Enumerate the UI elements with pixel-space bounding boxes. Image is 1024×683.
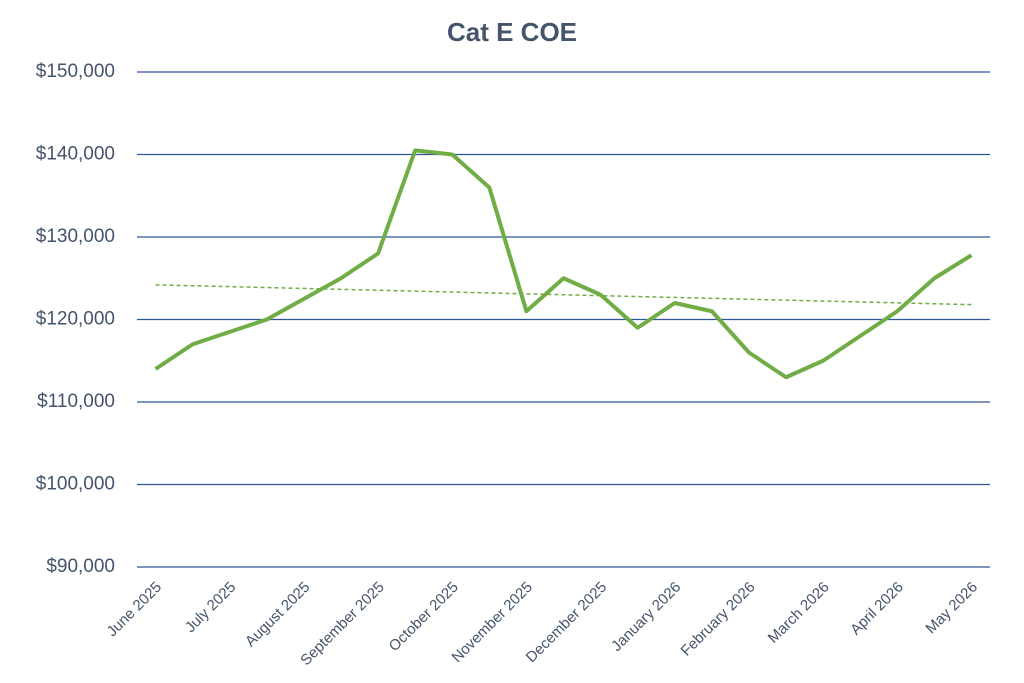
x-tick-label: June 2025: [104, 579, 166, 641]
y-tick-label: $130,000: [36, 226, 115, 247]
y-tick-label: $90,000: [46, 556, 115, 577]
x-tick-label: August 2025: [242, 579, 314, 651]
x-tick-label: December 2025: [523, 579, 610, 666]
y-tick-label: $110,000: [37, 391, 115, 412]
x-tick-label: February 2026: [678, 579, 759, 660]
y-tick-label: $120,000: [36, 309, 115, 330]
y-tick-label: $140,000: [36, 144, 115, 165]
x-tick-label: April 2026: [847, 579, 907, 639]
x-tick-label: March 2026: [765, 579, 833, 647]
y-tick-label: $100,000: [36, 474, 115, 495]
x-tick-label: October 2025: [386, 579, 462, 655]
trendline: [155, 284, 972, 306]
x-tick-label: January 2026: [608, 579, 684, 655]
line-series: [154, 148, 973, 380]
chart-title: Cat E COE: [447, 17, 577, 47]
x-tick-label: July 2025: [182, 579, 239, 636]
y-tick-label: $150,000: [36, 61, 115, 82]
x-tick-label: May 2026: [922, 579, 981, 638]
